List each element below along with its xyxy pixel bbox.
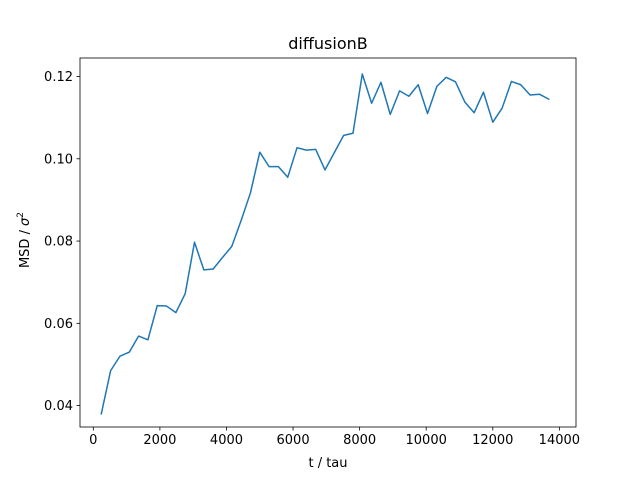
axes-frame	[79, 57, 577, 428]
x-tick-label: 12000	[472, 433, 513, 448]
y-tick-label: 0.10	[44, 152, 73, 167]
chart-title: diffusionB	[288, 34, 367, 53]
x-tick-label: 14000	[539, 433, 580, 448]
x-tick-label: 2000	[143, 433, 176, 448]
x-tick-label: 6000	[277, 433, 310, 448]
y-axis-label-exponent: 2	[16, 212, 26, 218]
y-tick-label: 0.06	[44, 317, 73, 332]
y-tick-label: 0.08	[44, 235, 73, 250]
y-axis-label: MSD / σ2	[16, 212, 33, 268]
x-tick-label: 10000	[406, 433, 447, 448]
plot-area: 0 2000 4000 6000 8000 10000 12000 14000 0.04 0.06…	[44, 57, 580, 448]
x-axis-label: t / tau	[308, 456, 347, 471]
y-tick-label: 0.12	[44, 70, 73, 85]
x-tick-label: 0	[89, 433, 97, 448]
y-tick-label: 0.04	[44, 399, 73, 414]
y-axis-label-sigma: σ	[18, 217, 33, 226]
y-axis-label-main: MSD /	[18, 226, 33, 268]
x-tick-label: 8000	[343, 433, 376, 448]
x-tick-label: 4000	[210, 433, 243, 448]
series-line-0	[100, 73, 550, 415]
